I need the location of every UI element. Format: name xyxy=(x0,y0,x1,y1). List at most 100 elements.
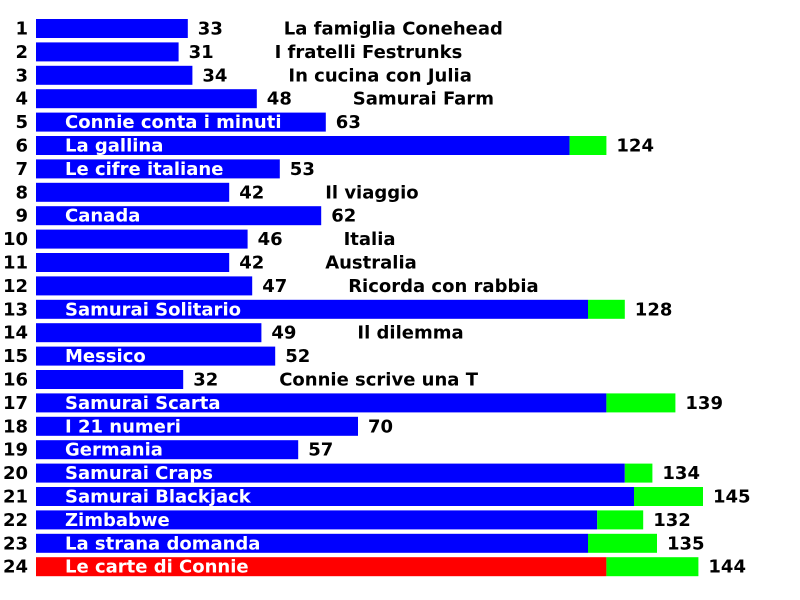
bar-name-label: Messico xyxy=(65,346,146,367)
bar-name-label: Samurai Scarta xyxy=(65,393,221,414)
value-label: 49 xyxy=(271,323,296,344)
value-label: 145 xyxy=(713,487,751,508)
rank-label: 17 xyxy=(3,393,28,414)
value-label: 57 xyxy=(308,440,333,461)
value-label: 34 xyxy=(202,65,227,86)
rank-label: 14 xyxy=(3,323,28,344)
rank-label: 9 xyxy=(15,206,28,227)
value-label: 31 xyxy=(189,42,214,63)
value-label: 132 xyxy=(653,510,691,531)
bar-name-label: Le cifre italiane xyxy=(65,159,223,180)
bar-primary xyxy=(36,65,193,85)
value-label: 63 xyxy=(336,112,361,133)
bar-name-label: In cucina con Julia xyxy=(288,65,471,86)
bar-name-label: Canada xyxy=(65,206,140,227)
rank-label: 3 xyxy=(15,65,28,86)
rank-label: 15 xyxy=(3,346,28,367)
rank-label: 16 xyxy=(3,370,28,391)
value-label: 62 xyxy=(331,206,356,227)
bar-extra xyxy=(588,299,625,319)
value-label: 42 xyxy=(239,253,264,274)
bar-extra xyxy=(624,463,653,483)
bar-primary xyxy=(36,89,257,109)
bar-name-label: La famiglia Conehead xyxy=(284,19,503,40)
bar-extra xyxy=(569,136,607,155)
bar-primary xyxy=(36,416,358,436)
bar-name-label: Le carte di Connie xyxy=(65,557,249,578)
bar-primary xyxy=(36,346,276,366)
rank-label: 23 xyxy=(3,533,28,554)
value-label: 33 xyxy=(198,19,223,40)
rank-label: 5 xyxy=(15,112,28,133)
rank-label: 24 xyxy=(3,557,28,578)
bar-name-label: I fratelli Festrunks xyxy=(275,42,463,63)
bar-name-label: Samurai Solitario xyxy=(65,299,241,320)
bar-name-label: La gallina xyxy=(65,136,163,157)
bar-primary xyxy=(36,229,248,249)
bar-primary xyxy=(36,440,299,460)
rank-label: 2 xyxy=(15,42,28,63)
value-label: 135 xyxy=(667,533,705,554)
bar-primary xyxy=(36,510,598,530)
bar-name-label: I 21 numeri xyxy=(65,416,181,437)
value-label: 52 xyxy=(285,346,310,367)
bar-primary xyxy=(36,112,326,132)
bar-primary xyxy=(36,276,253,296)
bar-primary xyxy=(36,19,188,38)
value-label: 144 xyxy=(708,557,746,578)
rank-label: 6 xyxy=(15,136,28,157)
value-label: 128 xyxy=(635,299,673,320)
rank-label: 22 xyxy=(3,510,28,531)
bar-primary xyxy=(36,370,184,389)
bar-extra xyxy=(606,557,699,577)
rank-label: 10 xyxy=(3,229,28,250)
rank-label: 8 xyxy=(15,182,28,203)
bar-name-label: Samurai Blackjack xyxy=(65,487,252,508)
bar-primary xyxy=(36,487,634,506)
value-label: 134 xyxy=(662,463,700,484)
bar-primary xyxy=(36,159,280,179)
bar-primary xyxy=(36,136,570,155)
bar-primary xyxy=(36,299,588,319)
value-label: 139 xyxy=(685,393,723,414)
bar-name-label: Samurai Farm xyxy=(353,89,494,110)
rank-label: 1 xyxy=(15,19,28,40)
bar-name-label: Il dilemma xyxy=(357,323,463,344)
value-label: 47 xyxy=(262,276,287,297)
bar-name-label: Ricorda con rabbia xyxy=(348,276,538,297)
bar-name-label: Italia xyxy=(344,229,396,250)
bar-primary xyxy=(36,533,588,553)
bar-name-label: Connie scrive una T xyxy=(279,370,479,391)
rank-label: 4 xyxy=(15,89,28,110)
bar-primary xyxy=(36,42,179,62)
bar-primary xyxy=(36,393,607,413)
bar-primary xyxy=(36,463,625,483)
value-label: 53 xyxy=(290,159,315,180)
bar-primary xyxy=(36,253,230,272)
bar-primary xyxy=(36,182,230,202)
bar-extra xyxy=(588,533,657,553)
value-label: 32 xyxy=(193,370,218,391)
value-label: 70 xyxy=(368,416,393,437)
bar-primary xyxy=(36,206,322,226)
bar-name-label: La strana domanda xyxy=(65,533,260,554)
bar-name-label: Germania xyxy=(65,440,163,461)
value-label: 124 xyxy=(616,136,654,157)
value-label: 42 xyxy=(239,182,264,203)
rank-label: 7 xyxy=(15,159,28,180)
rank-label: 20 xyxy=(3,463,28,484)
bar-primary xyxy=(36,557,607,577)
rank-label: 19 xyxy=(3,440,28,461)
bar-extra xyxy=(606,393,676,413)
bar-name-label: Samurai Craps xyxy=(65,463,213,484)
bar-name-label: Australia xyxy=(325,253,417,274)
rank-label: 11 xyxy=(3,253,28,274)
rank-label: 21 xyxy=(3,487,28,508)
value-label: 46 xyxy=(258,229,283,250)
value-label: 48 xyxy=(267,89,292,110)
bar-name-label: Zimbabwe xyxy=(65,510,170,531)
bar-extra xyxy=(597,510,644,530)
rank-label: 12 xyxy=(3,276,28,297)
bar-name-label: Il viaggio xyxy=(325,182,419,203)
